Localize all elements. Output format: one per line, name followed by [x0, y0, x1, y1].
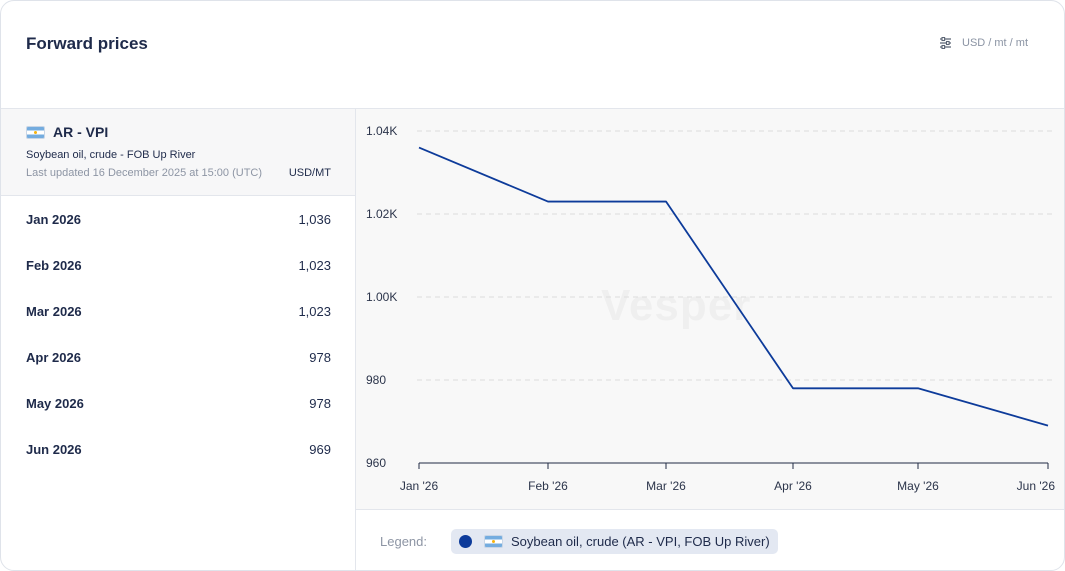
x-tick-label: Feb '26 — [528, 479, 568, 493]
product-name: Soybean oil, crude - FOB Up River — [26, 149, 196, 161]
argentina-flag-icon — [484, 535, 503, 548]
row-value: 978 — [309, 395, 331, 411]
market-name: AR - VPI — [26, 124, 331, 140]
table-row[interactable]: Jun 2026 969 — [1, 426, 355, 472]
row-month: May 2026 — [26, 395, 84, 411]
legend-series-toggle[interactable]: Soybean oil, crude (AR - VPI, FOB Up Riv… — [451, 529, 778, 554]
forward-price-chart: 960 980 1.00K 1.02K 1.04K Jan '26 Feb '26 Mar '… — [366, 124, 1056, 493]
sliders-icon — [940, 37, 951, 49]
row-month: Apr 2026 — [26, 349, 81, 365]
y-tick-label: 1.00K — [366, 290, 397, 304]
unit-toggle-label: USD / mt / mt — [962, 37, 1028, 49]
market-name-label: AR - VPI — [53, 124, 109, 140]
row-month: Mar 2026 — [26, 303, 82, 319]
table-row[interactable]: Jan 2026 1,036 — [1, 196, 355, 242]
page-title: Forward prices — [26, 34, 148, 53]
updated-row: Last updated 16 December 2025 at 15:00 (… — [26, 167, 331, 179]
y-tick-label: 1.02K — [366, 207, 397, 221]
card-header: Forward prices USD / mt / mt — [1, 1, 1064, 109]
table-row[interactable]: Mar 2026 1,023 — [1, 288, 355, 334]
legend-label: Legend: — [380, 534, 427, 549]
market-header: AR - VPI Soybean oil, crude - FOB Up Riv… — [1, 109, 355, 196]
table-row[interactable]: Apr 2026 978 — [1, 334, 355, 380]
row-value: 1,023 — [298, 257, 331, 273]
price-rows: Jan 2026 1,036 Feb 2026 1,023 Mar 2026 1… — [1, 196, 355, 472]
last-updated: Last updated 16 December 2025 at 15:00 (… — [26, 167, 263, 179]
row-value: 1,023 — [298, 303, 331, 319]
y-tick-label: 1.04K — [366, 124, 397, 138]
x-tick-label: Jan '26 — [400, 479, 439, 493]
y-tick-label: 980 — [366, 373, 386, 387]
row-month: Jan 2026 — [26, 211, 81, 227]
x-tick-label: Mar '26 — [646, 479, 686, 493]
table-row[interactable]: May 2026 978 — [1, 380, 355, 426]
unit-label: USD/MT — [288, 167, 331, 179]
row-value: 969 — [309, 441, 331, 457]
legend: Legend: Soybean oil, crude (AR - VPI, FO… — [356, 511, 1064, 570]
x-tick-label: Jun '26 — [1017, 479, 1056, 493]
row-month: Jun 2026 — [26, 441, 82, 457]
series-color-dot — [459, 535, 472, 548]
row-value: 1,036 — [298, 211, 331, 227]
legend-series-label: Soybean oil, crude (AR - VPI, FOB Up Riv… — [511, 534, 770, 549]
row-month: Feb 2026 — [26, 257, 82, 273]
argentina-flag-icon — [26, 125, 45, 139]
x-tick-label: Apr '26 — [774, 479, 812, 493]
table-row[interactable]: Feb 2026 1,023 — [1, 242, 355, 288]
unit-settings-button[interactable]: USD / mt / mt — [939, 37, 1028, 49]
y-tick-label: 960 — [366, 456, 386, 470]
series-line — [418, 146, 1049, 427]
row-value: 978 — [309, 349, 331, 365]
price-table-panel: AR - VPI Soybean oil, crude - FOB Up Riv… — [1, 109, 356, 570]
x-tick-label: May '26 — [897, 479, 939, 493]
